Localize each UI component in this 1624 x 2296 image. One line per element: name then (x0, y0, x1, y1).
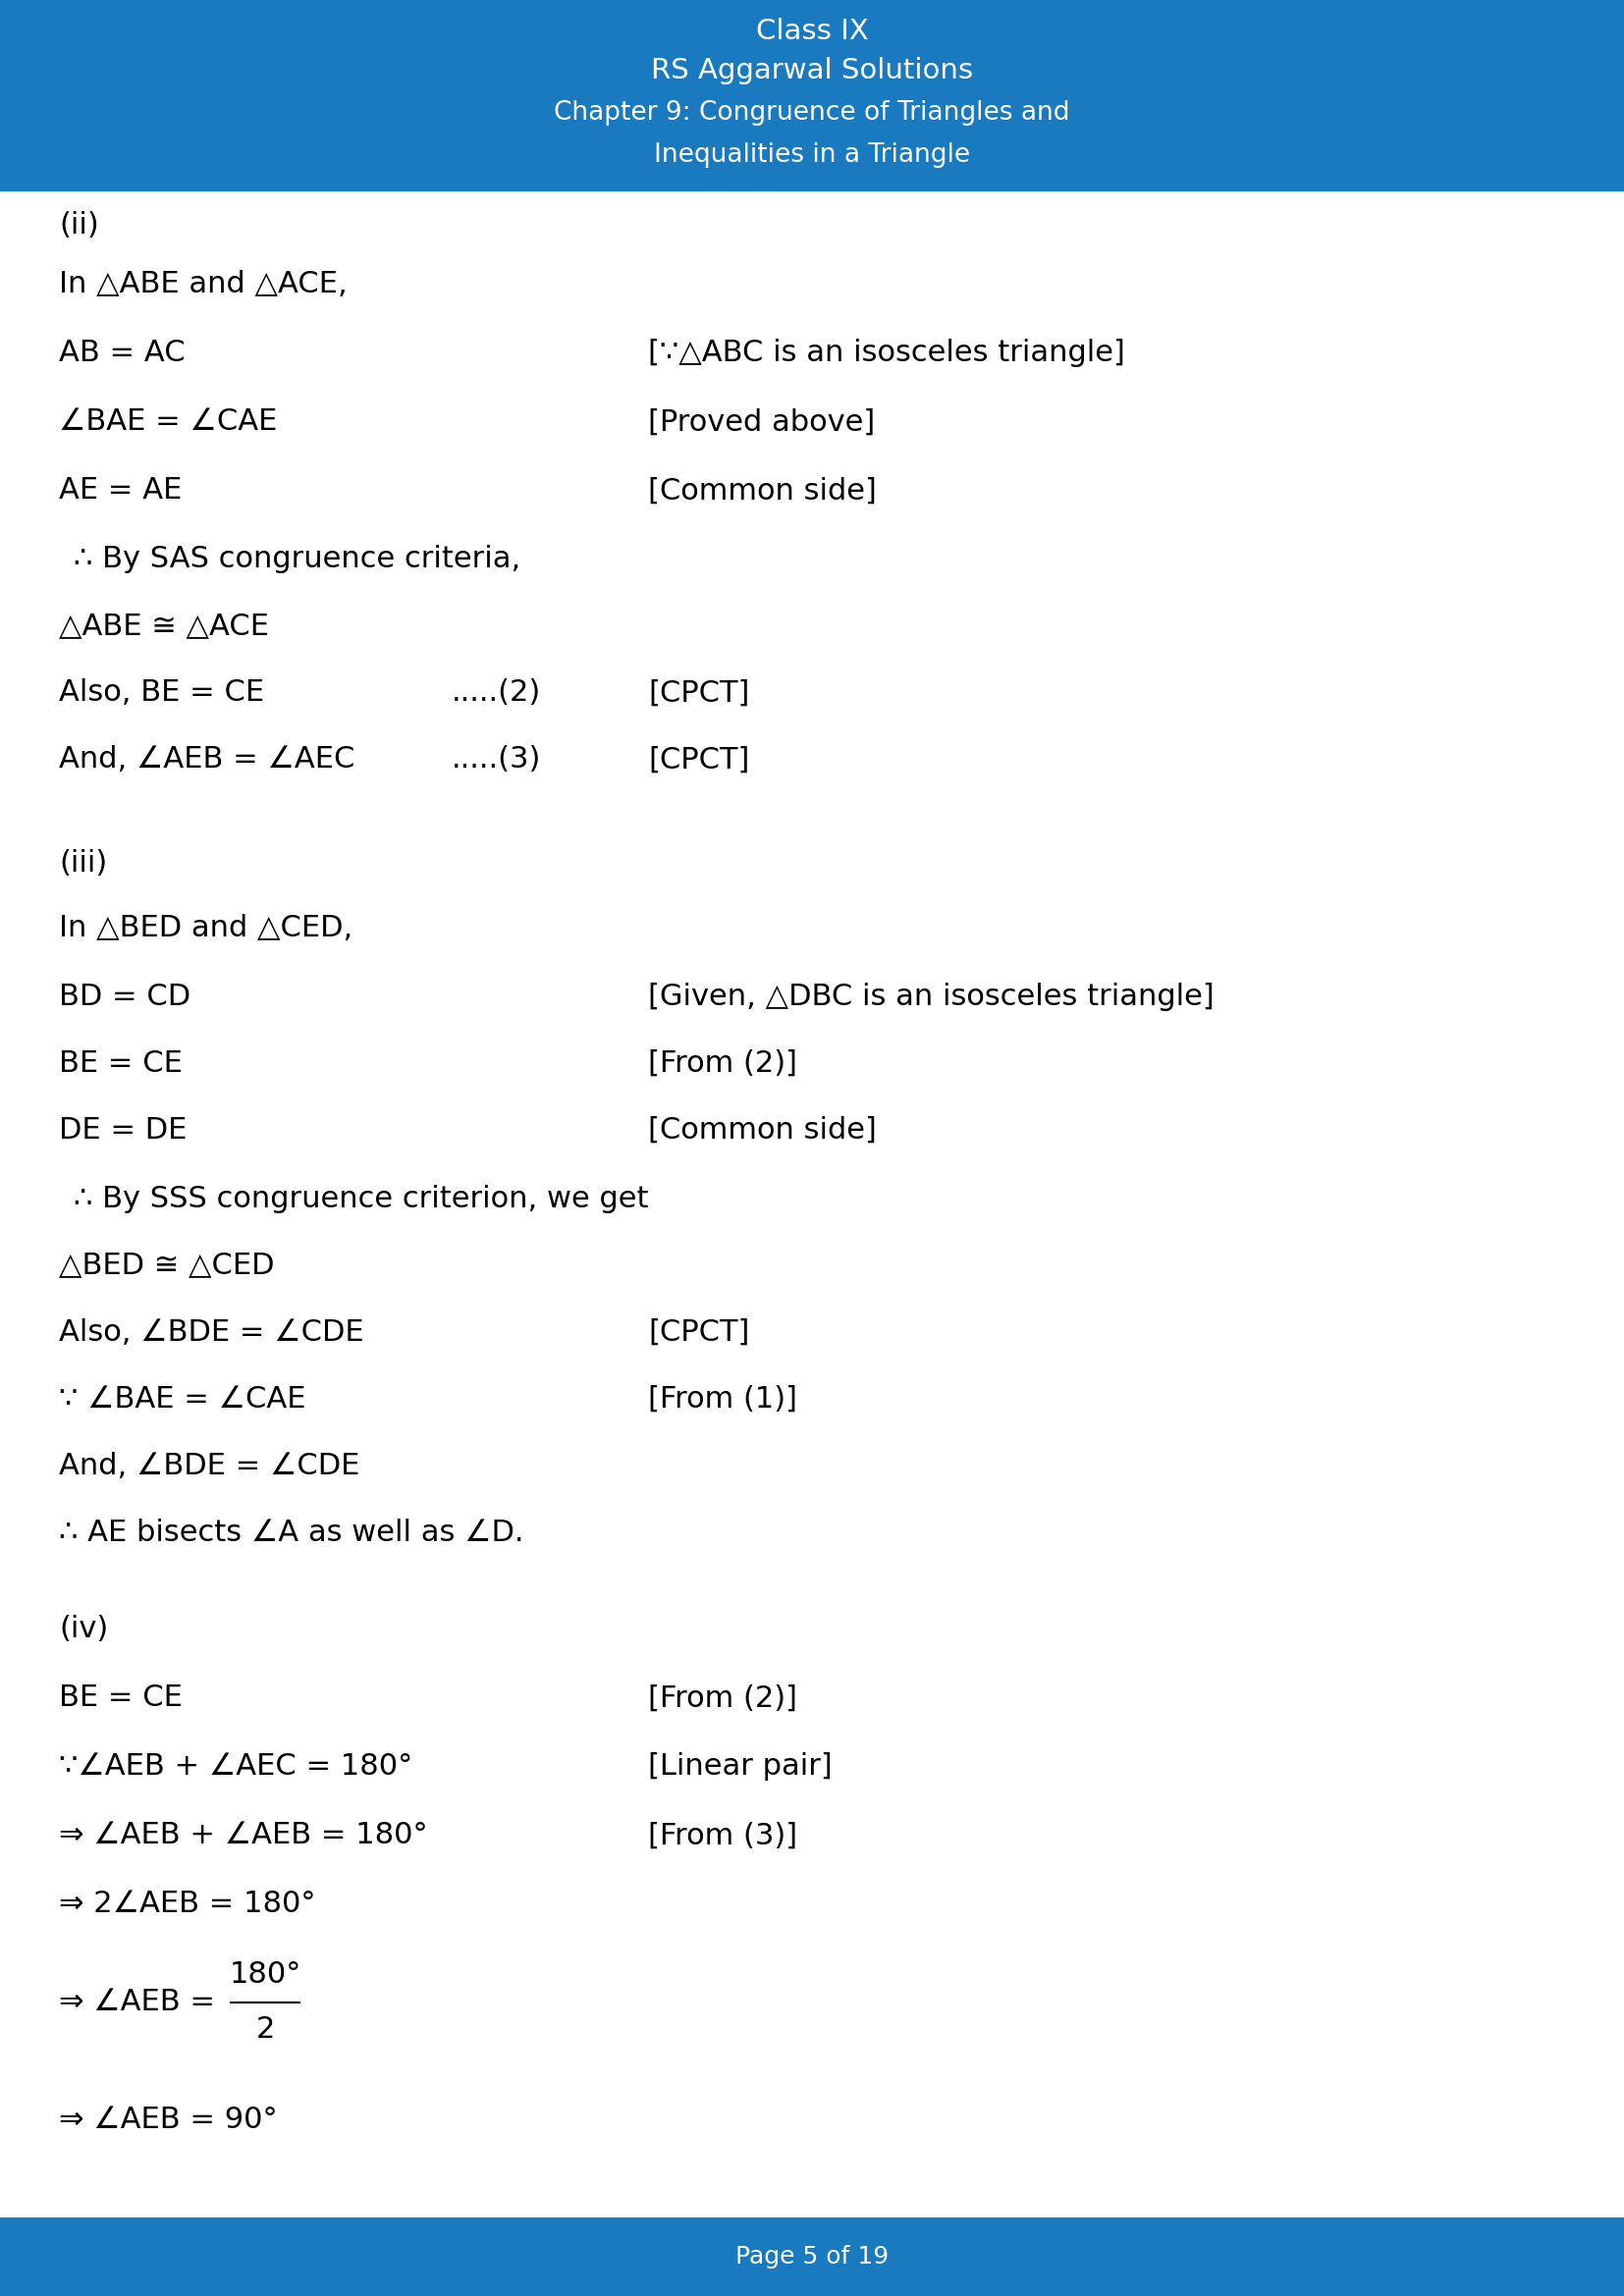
Text: [CPCT]: [CPCT] (648, 746, 750, 774)
Text: In △ABE and △ACE,: In △ABE and △ACE, (58, 271, 348, 298)
Text: [From (1)]: [From (1)] (648, 1384, 797, 1412)
Text: .....(3): .....(3) (451, 746, 541, 774)
Text: [Given, △DBC is an isosceles triangle]: [Given, △DBC is an isosceles triangle] (648, 983, 1215, 1010)
Text: (iv): (iv) (58, 1616, 109, 1644)
Text: [From (3)]: [From (3)] (648, 1821, 797, 1851)
Text: [From (2)]: [From (2)] (648, 1683, 797, 1713)
FancyBboxPatch shape (0, 0, 1624, 191)
Text: ⇒ 2∠AEB = 180°: ⇒ 2∠AEB = 180° (58, 1890, 315, 1919)
Text: DE = DE: DE = DE (58, 1116, 187, 1143)
Text: [Proved above]: [Proved above] (648, 409, 875, 436)
Text: [Common side]: [Common side] (648, 1116, 877, 1143)
Text: (iii): (iii) (58, 850, 107, 877)
Text: [Common side]: [Common side] (648, 478, 877, 505)
Text: AE = AE: AE = AE (58, 478, 182, 505)
Text: In △BED and △CED,: In △BED and △CED, (58, 914, 352, 941)
Text: And, ∠BDE = ∠CDE: And, ∠BDE = ∠CDE (58, 1451, 361, 1481)
Text: [∵△ABC is an isosceles triangle]: [∵△ABC is an isosceles triangle] (648, 340, 1125, 367)
Text: RS Aggarwal Solutions: RS Aggarwal Solutions (651, 57, 973, 85)
Text: Also, ∠BDE = ∠CDE: Also, ∠BDE = ∠CDE (58, 1318, 364, 1345)
Text: ⇒ ∠AEB = 90°: ⇒ ∠AEB = 90° (58, 2105, 278, 2135)
FancyBboxPatch shape (0, 2218, 1624, 2296)
Text: ∴ AE bisects ∠A as well as ∠D.: ∴ AE bisects ∠A as well as ∠D. (58, 1518, 525, 1548)
Text: Class IX: Class IX (755, 18, 869, 46)
Text: △ABE ≅ △ACE: △ABE ≅ △ACE (58, 613, 270, 641)
Text: ⇒ ∠AEB =: ⇒ ∠AEB = (58, 1988, 224, 2016)
Text: △BED ≅ △CED: △BED ≅ △CED (58, 1251, 274, 1279)
Text: AB = AC: AB = AC (58, 340, 185, 367)
Text: ∴ By SSS congruence criterion, we get: ∴ By SSS congruence criterion, we get (73, 1185, 648, 1212)
Text: Page 5 of 19: Page 5 of 19 (736, 2245, 888, 2268)
Text: [From (2)]: [From (2)] (648, 1049, 797, 1077)
Text: ∠BAE = ∠CAE: ∠BAE = ∠CAE (58, 409, 278, 436)
Text: [CPCT]: [CPCT] (648, 680, 750, 707)
Text: BE = CE: BE = CE (58, 1683, 182, 1713)
Text: ⇒ ∠AEB + ∠AEB = 180°: ⇒ ∠AEB + ∠AEB = 180° (58, 1821, 427, 1851)
Text: [Linear pair]: [Linear pair] (648, 1752, 833, 1782)
Text: BE = CE: BE = CE (58, 1049, 182, 1077)
Text: 180°: 180° (229, 1961, 300, 1988)
Text: BD = CD: BD = CD (58, 983, 190, 1010)
Text: [CPCT]: [CPCT] (648, 1318, 750, 1345)
Text: And, ∠AEB = ∠AEC: And, ∠AEB = ∠AEC (58, 746, 354, 774)
Text: Also, BE = CE: Also, BE = CE (58, 680, 265, 707)
Text: (ii): (ii) (58, 211, 99, 241)
Text: Inequalities in a Triangle: Inequalities in a Triangle (654, 142, 970, 168)
Text: ∵ ∠BAE = ∠CAE: ∵ ∠BAE = ∠CAE (58, 1384, 305, 1412)
Text: 2: 2 (255, 2016, 274, 2043)
Text: .....(2): .....(2) (451, 680, 541, 707)
Text: ∵∠AEB + ∠AEC = 180°: ∵∠AEB + ∠AEC = 180° (58, 1752, 412, 1782)
Text: Chapter 9: Congruence of Triangles and: Chapter 9: Congruence of Triangles and (554, 101, 1070, 126)
Text: ∴ By SAS congruence criteria,: ∴ By SAS congruence criteria, (73, 544, 521, 574)
